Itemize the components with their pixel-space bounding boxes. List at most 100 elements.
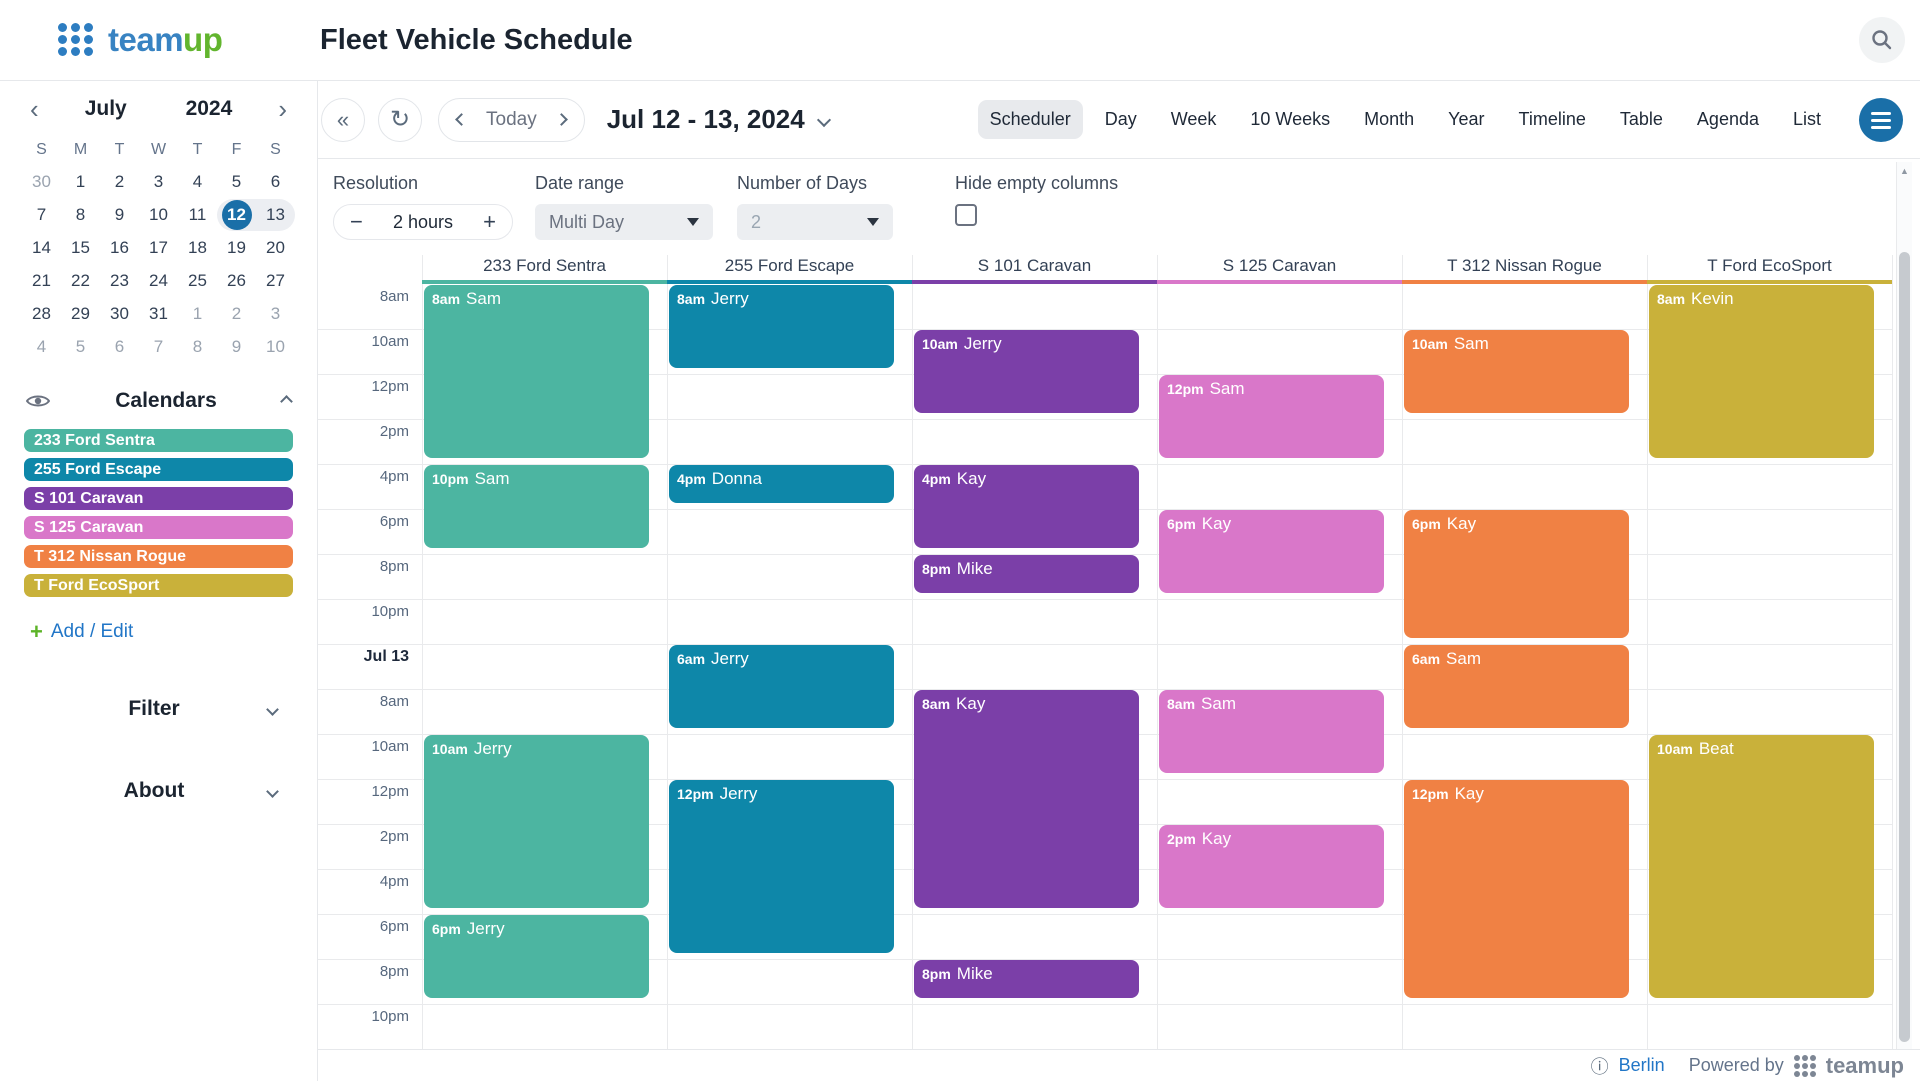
scrollbar-thumb[interactable] xyxy=(1899,252,1910,1042)
event-12pm-sam[interactable]: 12pm Sam xyxy=(1159,375,1384,458)
minical-day-6[interactable]: 6 xyxy=(114,337,125,356)
calendars-header[interactable]: Calendars xyxy=(26,389,293,413)
resolution-plus-button[interactable]: + xyxy=(483,209,496,234)
minical-day-25[interactable]: 25 xyxy=(188,271,207,290)
minical-day-28[interactable]: 28 xyxy=(32,304,51,323)
view-tab-10-weeks[interactable]: 10 Weeks xyxy=(1250,109,1331,129)
minical-day-31[interactable]: 31 xyxy=(149,304,168,323)
minical-day-4[interactable]: 4 xyxy=(36,337,47,356)
event-8am-kevin[interactable]: 8am Kevin xyxy=(1649,285,1874,458)
event-6am-sam[interactable]: 6am Sam xyxy=(1404,645,1629,728)
minical-day-27[interactable]: 27 xyxy=(266,271,285,290)
minical-day-1[interactable]: 1 xyxy=(75,172,86,191)
minical-day-2[interactable]: 2 xyxy=(231,304,242,323)
event-6am-jerry[interactable]: 6am Jerry xyxy=(669,645,894,728)
refresh-button[interactable]: ↻ xyxy=(378,97,422,142)
minical-day-7[interactable]: 7 xyxy=(153,337,164,356)
minical-day-10[interactable]: 10 xyxy=(266,337,285,356)
column-header-233-ford-sentra[interactable]: 233 Ford Sentra xyxy=(483,256,606,275)
calendar-pill[interactable]: 255 Ford Escape xyxy=(24,458,293,481)
minical-day-16[interactable]: 16 xyxy=(110,238,129,257)
minical-day-30[interactable]: 30 xyxy=(32,172,51,191)
footer-teamup-logo[interactable]: teamup xyxy=(1793,1053,1904,1079)
minical-day-19[interactable]: 19 xyxy=(227,238,246,257)
minical-day-15[interactable]: 15 xyxy=(71,238,90,257)
calendar-pill[interactable]: T Ford EcoSport xyxy=(24,574,293,597)
resolution-minus-button[interactable]: − xyxy=(350,209,363,234)
minical-day-8[interactable]: 8 xyxy=(192,337,203,356)
event-8am-kay[interactable]: 8am Kay xyxy=(914,690,1139,908)
info-icon[interactable]: ⓘ xyxy=(1590,1056,1609,1077)
minical-day-18[interactable]: 18 xyxy=(188,238,207,257)
date-range-select[interactable]: Multi Day xyxy=(535,204,713,240)
event-10am-jerry[interactable]: 10am Jerry xyxy=(424,735,649,908)
minical-day-10[interactable]: 10 xyxy=(149,205,168,224)
teamup-logo[interactable]: teamup xyxy=(58,21,223,59)
event-8pm-mike[interactable]: 8pm Mike xyxy=(914,555,1139,593)
minical-day-6[interactable]: 6 xyxy=(270,172,281,191)
event-10pm-sam[interactable]: 10pm Sam xyxy=(424,465,649,548)
event-10am-jerry[interactable]: 10am Jerry xyxy=(914,330,1139,413)
event-8am-sam[interactable]: 8am Sam xyxy=(424,285,649,458)
minical-day-29[interactable]: 29 xyxy=(71,304,90,323)
search-button[interactable] xyxy=(1859,17,1905,63)
view-tab-month[interactable]: Month xyxy=(1364,109,1415,129)
minical-day-9[interactable]: 9 xyxy=(114,205,125,224)
add-edit-link[interactable]: + Add / Edit xyxy=(30,619,317,645)
view-tab-timeline[interactable]: Timeline xyxy=(1518,109,1586,129)
column-header-255-ford-escape[interactable]: 255 Ford Escape xyxy=(724,256,855,275)
minical-day-3[interactable]: 3 xyxy=(270,304,281,323)
chevron-up-icon[interactable] xyxy=(280,394,293,408)
view-tab-agenda[interactable]: Agenda xyxy=(1696,109,1759,129)
hide-empty-checkbox[interactable] xyxy=(955,204,977,226)
view-tab-table[interactable]: Table xyxy=(1619,109,1663,129)
event-10am-beat[interactable]: 10am Beat xyxy=(1649,735,1874,998)
minical-next-icon[interactable]: › xyxy=(278,94,287,124)
event-12pm-kay[interactable]: 12pm Kay xyxy=(1404,780,1629,998)
minical-day-14[interactable]: 14 xyxy=(32,238,51,257)
column-header-s-125-caravan[interactable]: S 125 Caravan xyxy=(1222,256,1337,275)
skip-back-button[interactable]: « xyxy=(321,97,365,142)
event-6pm-kay[interactable]: 6pm Kay xyxy=(1404,510,1629,638)
next-day-icon[interactable] xyxy=(554,113,568,126)
minical-day-1[interactable]: 1 xyxy=(192,304,203,323)
timezone-link[interactable]: Berlin xyxy=(1618,1055,1665,1075)
column-header-t-312-nissan-rogue[interactable]: T 312 Nissan Rogue xyxy=(1447,256,1602,275)
column-header-t-ford-ecosport[interactable]: T Ford EcoSport xyxy=(1707,256,1832,275)
minical-day-3[interactable]: 3 xyxy=(153,172,164,191)
minical-day-9[interactable]: 9 xyxy=(231,337,242,356)
calendar-pill[interactable]: T 312 Nissan Rogue xyxy=(24,545,293,568)
minical-day-30[interactable]: 30 xyxy=(110,304,129,323)
event-6pm-jerry[interactable]: 6pm Jerry xyxy=(424,915,649,998)
minical-day-22[interactable]: 22 xyxy=(71,271,90,290)
minical-day-5[interactable]: 5 xyxy=(231,172,242,191)
minical-day-20[interactable]: 20 xyxy=(266,238,285,257)
event-10am-sam[interactable]: 10am Sam xyxy=(1404,330,1629,413)
prev-day-icon[interactable] xyxy=(455,113,468,126)
view-tab-list[interactable]: List xyxy=(1792,109,1821,129)
event-2pm-kay[interactable]: 2pm Kay xyxy=(1159,825,1384,908)
view-tab-scheduler[interactable]: Scheduler xyxy=(977,100,1083,139)
minical-day-8[interactable]: 8 xyxy=(75,205,86,224)
minical-day-21[interactable]: 21 xyxy=(32,271,51,290)
minical-day-2[interactable]: 2 xyxy=(114,172,125,191)
minical-day-12[interactable]: 12 xyxy=(217,199,256,231)
calendar-pill[interactable]: S 101 Caravan xyxy=(24,487,293,510)
minical-prev-icon[interactable]: ‹ xyxy=(30,94,39,124)
minical-day-17[interactable]: 17 xyxy=(149,238,168,257)
calendar-pill[interactable]: 233 Ford Sentra xyxy=(24,429,293,452)
vertical-scrollbar[interactable]: ▲ xyxy=(1896,162,1912,1049)
today-button[interactable]: Today xyxy=(486,108,537,130)
view-tab-week[interactable]: Week xyxy=(1170,109,1217,129)
scroll-up-icon[interactable]: ▲ xyxy=(1900,166,1909,176)
event-4pm-kay[interactable]: 4pm Kay xyxy=(914,465,1139,548)
column-header-s-101-caravan[interactable]: S 101 Caravan xyxy=(977,256,1092,275)
menu-button[interactable] xyxy=(1859,98,1903,142)
minical-day-23[interactable]: 23 xyxy=(110,271,129,290)
number-of-days-select[interactable]: 2 xyxy=(737,204,893,240)
minical-day-26[interactable]: 26 xyxy=(227,271,246,290)
sidebar-section-filter[interactable]: Filter xyxy=(40,697,279,721)
event-4pm-donna[interactable]: 4pm Donna xyxy=(669,465,894,503)
event-8pm-mike[interactable]: 8pm Mike xyxy=(914,960,1139,998)
minical-day-5[interactable]: 5 xyxy=(75,337,86,356)
